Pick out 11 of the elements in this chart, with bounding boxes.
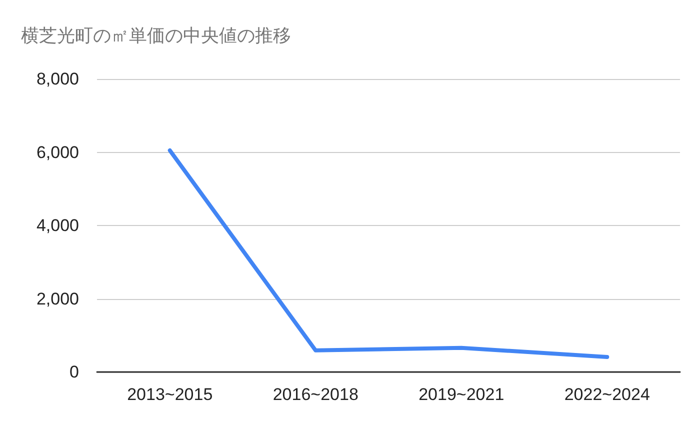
x-tick-label: 2019~2021: [418, 385, 504, 404]
y-tick-label: 2,000: [36, 289, 79, 308]
y-tick-label: 0: [70, 362, 79, 382]
x-tick-label: 2013~2015: [127, 385, 213, 404]
y-tick-label: 4,000: [36, 216, 79, 235]
y-tick-label: 8,000: [36, 70, 79, 88]
y-tick-label: 6,000: [36, 142, 79, 162]
x-tick-label: 2022~2024: [564, 385, 650, 404]
line-series: [168, 148, 610, 359]
chart-title: 横芝光町の㎡単価の中央値の推移: [21, 26, 291, 46]
x-tick-label: 2016~2018: [272, 385, 358, 404]
